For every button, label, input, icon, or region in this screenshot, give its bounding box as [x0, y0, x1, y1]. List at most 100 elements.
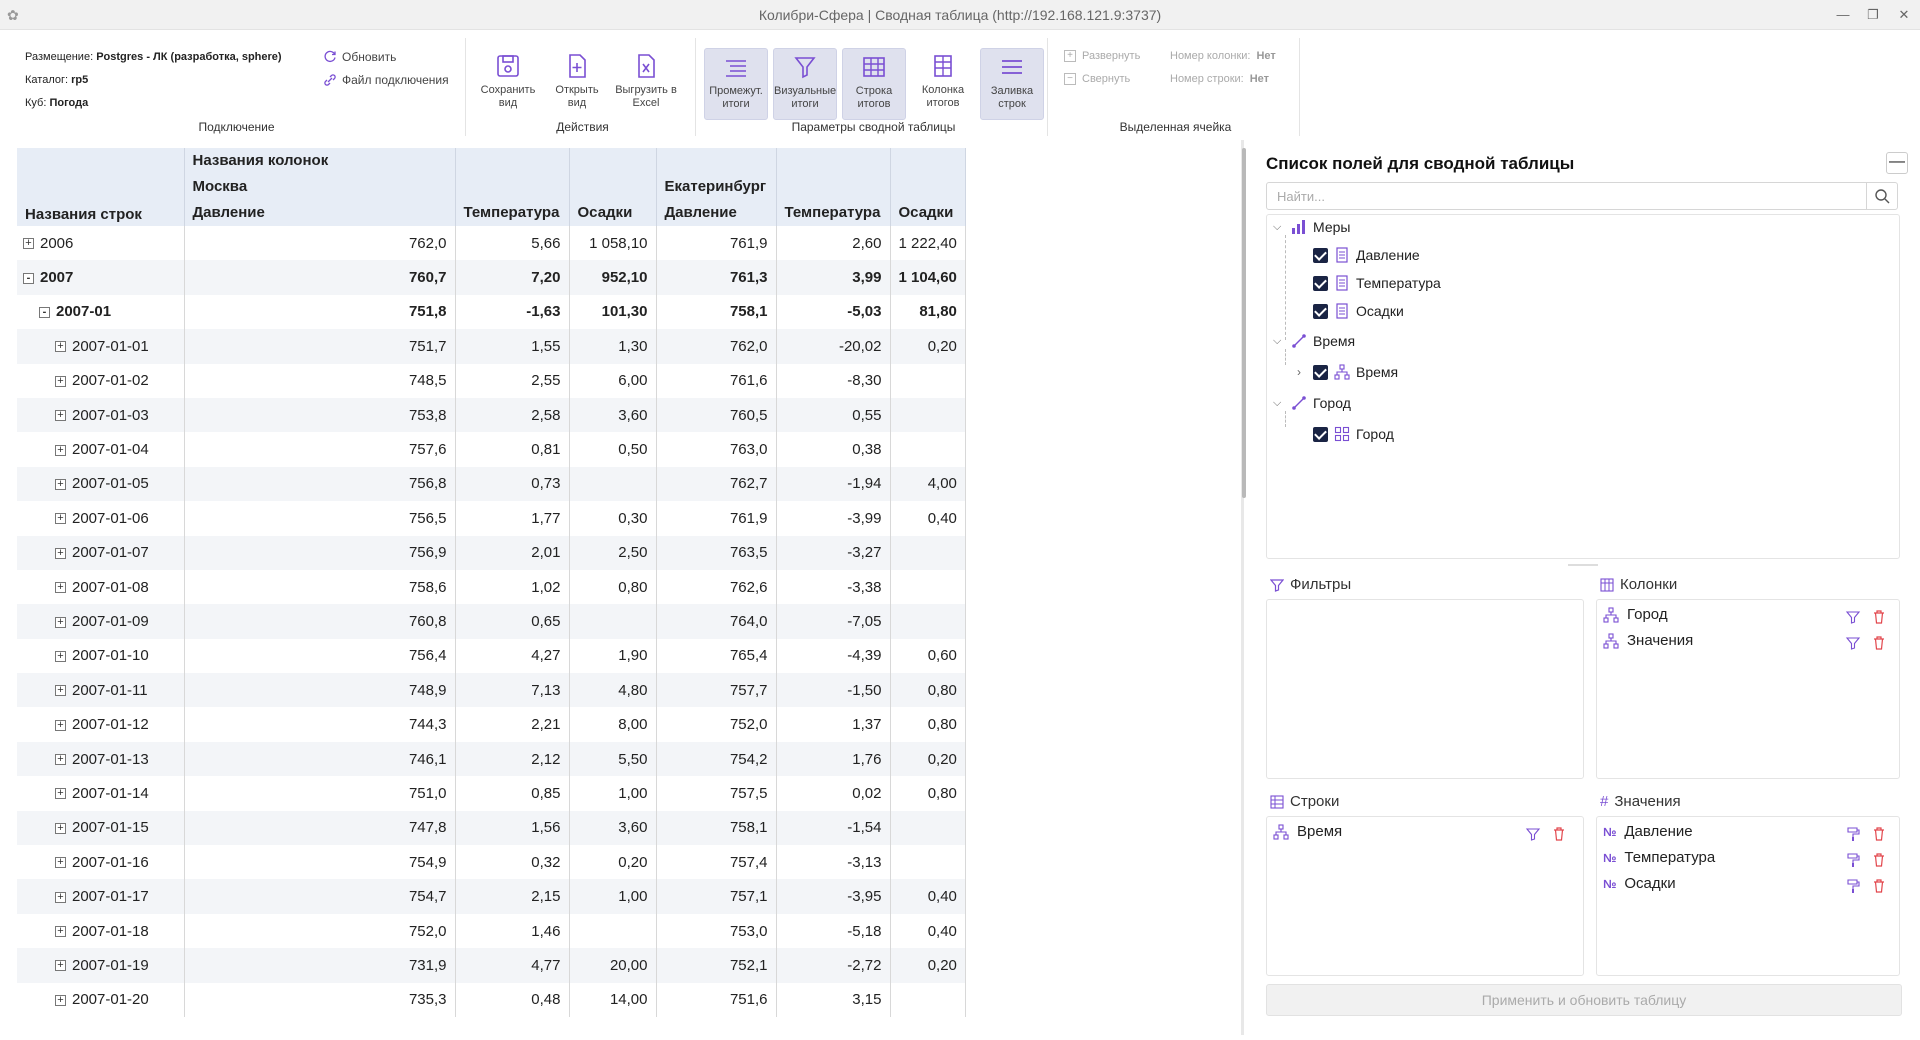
value-cell[interactable]: 0,81: [455, 432, 570, 467]
row-header-cell[interactable]: -2007-01: [17, 294, 185, 330]
row-header-cell[interactable]: +2007-01-15: [17, 810, 185, 846]
delete-icon[interactable]: [1551, 826, 1567, 842]
table-row[interactable]: +2007-01-19 731,9 4,77 20,00 752,1 -2,72 0,20: [17, 948, 966, 983]
table-row[interactable]: +2007-01-12 744,3 2,21 8,00 752,0 1,37 0,80: [17, 707, 966, 742]
tree-node-measures[interactable]: ⌵ Меры: [1273, 219, 1350, 235]
row-header-cell[interactable]: +2007-01-03: [17, 397, 185, 433]
value-cell[interactable]: 757,7: [656, 673, 777, 708]
value-cell[interactable]: [890, 604, 966, 639]
value-cell[interactable]: 757,4: [656, 845, 777, 880]
columns-zone[interactable]: Город Значения: [1596, 599, 1900, 779]
value-cell[interactable]: [569, 604, 657, 639]
value-cell[interactable]: -8,30: [776, 363, 891, 398]
value-cell[interactable]: -5,03: [776, 294, 891, 330]
format-brush-icon[interactable]: [1845, 878, 1861, 894]
value-cell[interactable]: 760,5: [656, 397, 777, 433]
value-cell[interactable]: 0,80: [890, 776, 966, 811]
value-cell[interactable]: 757,1: [656, 879, 777, 914]
value-cell[interactable]: [890, 535, 966, 570]
collapse-toggle-icon[interactable]: -: [23, 272, 34, 284]
value-cell[interactable]: 0,60: [890, 638, 966, 674]
value-cell[interactable]: 1,76: [776, 741, 891, 777]
value-cell[interactable]: 4,77: [455, 948, 570, 983]
row-header-cell[interactable]: +2007-01-08: [17, 569, 185, 605]
row-header-cell[interactable]: +2007-01-07: [17, 535, 185, 570]
value-cell[interactable]: 756,5: [184, 501, 456, 536]
columns-item-values[interactable]: Значения: [1603, 632, 1693, 649]
temperature-checkbox[interactable]: [1313, 275, 1328, 291]
field-search-input[interactable]: [1266, 182, 1874, 210]
format-brush-icon[interactable]: [1845, 852, 1861, 868]
value-cell[interactable]: 753,8: [184, 397, 456, 433]
row-header-cell[interactable]: +2007-01-17: [17, 879, 185, 914]
maximize-button[interactable]: ❐: [1867, 7, 1879, 22]
tree-node-precipitation[interactable]: Осадки: [1313, 303, 1404, 319]
value-cell[interactable]: 752,1: [656, 948, 777, 983]
field-list-collapse-button[interactable]: —: [1886, 152, 1908, 174]
value-cell[interactable]: [890, 810, 966, 846]
value-cell[interactable]: 0,55: [776, 397, 891, 433]
value-cell[interactable]: 758,1: [656, 294, 777, 330]
value-cell[interactable]: 1 104,60: [890, 260, 966, 295]
value-cell[interactable]: 0,48: [455, 982, 570, 1017]
expand-toggle-icon[interactable]: +: [55, 513, 66, 525]
expand-button[interactable]: + Развернуть: [1064, 50, 1140, 62]
tree-node-time-hierarchy[interactable]: › Время: [1297, 364, 1398, 380]
value-cell[interactable]: [569, 466, 657, 502]
filters-zone[interactable]: [1266, 599, 1584, 779]
value-cell[interactable]: 753,0: [656, 913, 777, 949]
row-header-cell[interactable]: +2007-01-01: [17, 329, 185, 364]
value-cell[interactable]: 6,00: [569, 363, 657, 398]
value-cell[interactable]: 7,13: [455, 673, 570, 708]
collapse-toggle-icon[interactable]: -: [39, 307, 50, 318]
value-cell[interactable]: 0,40: [890, 913, 966, 949]
value-cell[interactable]: 763,0: [656, 432, 777, 467]
expand-toggle-icon[interactable]: +: [55, 616, 66, 628]
value-cell[interactable]: 1,02: [455, 569, 570, 605]
value-cell[interactable]: [890, 363, 966, 398]
value-cell[interactable]: 1,56: [455, 810, 570, 846]
table-row[interactable]: +2007-01-05 756,8 0,73 762,7 -1,94 4,00: [17, 466, 966, 502]
value-cell[interactable]: 5,50: [569, 741, 657, 777]
value-cell[interactable]: 760,8: [184, 604, 456, 639]
value-cell[interactable]: 0,02: [776, 776, 891, 811]
table-row[interactable]: +2007-01-16 754,9 0,32 0,20 757,4 -3,13: [17, 845, 966, 880]
expand-toggle-icon[interactable]: +: [55, 375, 66, 387]
values-item-precipitation[interactable]: № Осадки: [1603, 875, 1676, 892]
value-cell[interactable]: 0,40: [890, 879, 966, 914]
value-cell[interactable]: 746,1: [184, 741, 456, 777]
value-cell[interactable]: -1,54: [776, 810, 891, 846]
tree-node-city-hierarchy[interactable]: Город: [1313, 426, 1394, 442]
value-cell[interactable]: 0,20: [890, 741, 966, 777]
save-view-button[interactable]: Сохранить вид: [476, 48, 540, 120]
value-cell[interactable]: -1,94: [776, 466, 891, 502]
row-header-cell[interactable]: +2007-01-13: [17, 741, 185, 777]
table-row[interactable]: -2007 760,7 7,20 952,10 761,3 3,99 1 104,60: [17, 260, 966, 295]
value-cell[interactable]: 0,65: [455, 604, 570, 639]
value-cell[interactable]: 762,0: [184, 226, 456, 261]
table-row[interactable]: +2007-01-02 748,5 2,55 6,00 761,6 -8,30: [17, 363, 966, 398]
value-cell[interactable]: 1,00: [569, 776, 657, 811]
value-cell[interactable]: 2,01: [455, 535, 570, 570]
value-cell[interactable]: 3,99: [776, 260, 891, 295]
row-header-cell[interactable]: +2007-01-06: [17, 501, 185, 536]
expand-toggle-icon[interactable]: +: [55, 410, 66, 422]
value-cell[interactable]: 0,73: [455, 466, 570, 502]
value-cell[interactable]: 1,90: [569, 638, 657, 674]
value-cell[interactable]: 761,6: [656, 363, 777, 398]
tree-node-city-dimension[interactable]: ⌵ Город: [1273, 395, 1351, 411]
value-cell[interactable]: 760,7: [184, 260, 456, 295]
delete-icon[interactable]: [1871, 852, 1887, 868]
delete-icon[interactable]: [1871, 826, 1887, 842]
collapse-button[interactable]: − Свернуть: [1064, 73, 1130, 85]
tree-node-pressure[interactable]: Давление: [1313, 247, 1420, 263]
totals-column-toggle[interactable]: Колонка итогов: [911, 48, 975, 120]
table-row[interactable]: +2007-01-20 735,3 0,48 14,00 751,6 3,15: [17, 982, 966, 1017]
value-cell[interactable]: 952,10: [569, 260, 657, 295]
value-cell[interactable]: -3,99: [776, 501, 891, 536]
connection-file-button[interactable]: Файл подключения: [323, 73, 449, 87]
value-cell[interactable]: -20,02: [776, 329, 891, 364]
value-cell[interactable]: 4,00: [890, 466, 966, 502]
expand-toggle-icon[interactable]: +: [55, 857, 66, 869]
value-cell[interactable]: 751,6: [656, 982, 777, 1017]
